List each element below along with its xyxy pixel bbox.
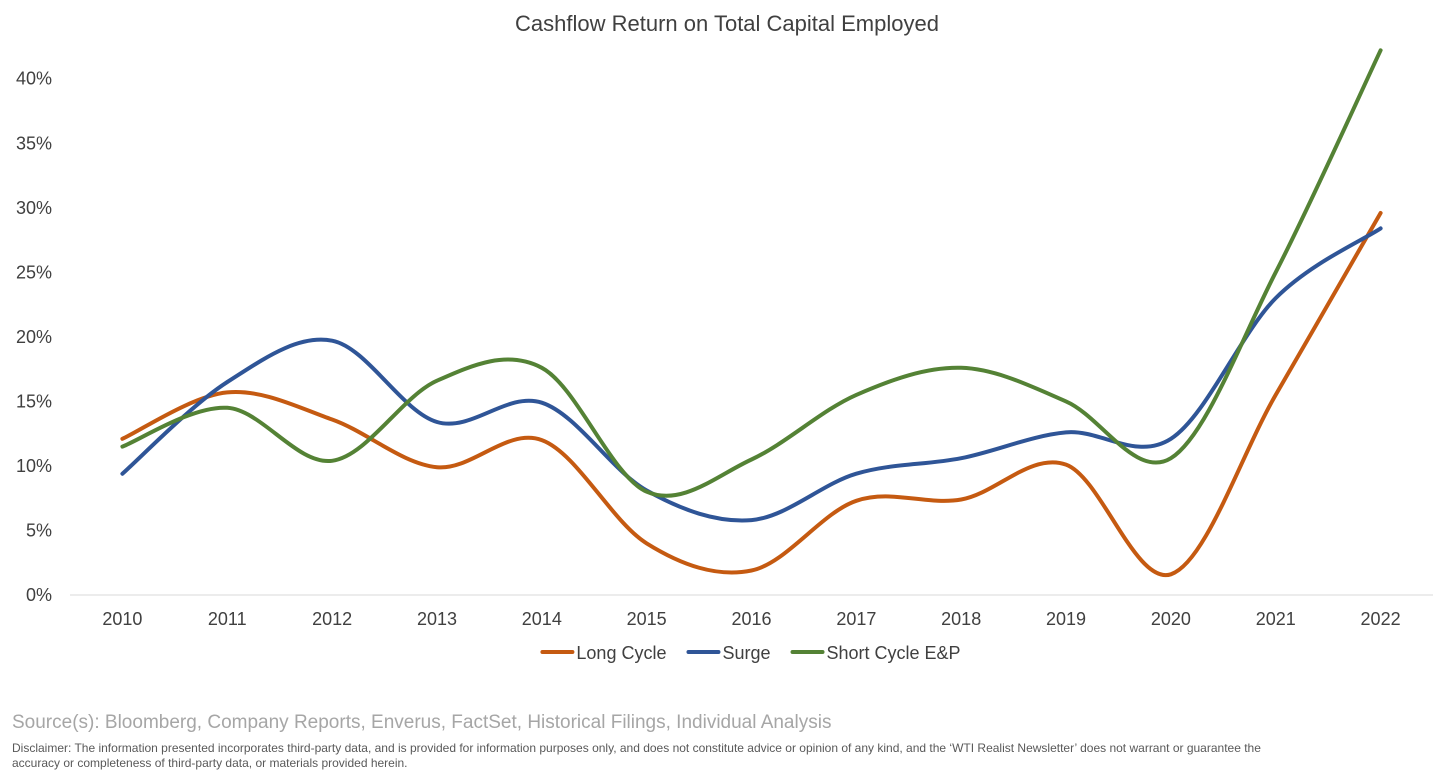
legend-label-surge: Surge [722,643,770,663]
series-line-short-cycle-e-p [120,48,1383,498]
line-chart: Cashflow Return on Total Capital Employe… [16,11,1433,663]
y-tick-label: 30% [16,198,52,218]
y-tick-label: 35% [16,133,52,153]
source-note: Source(s): Bloomberg, Company Reports, E… [12,712,832,733]
x-tick-label: 2016 [731,609,771,629]
x-axis: 2010 2011 2012 2013 2014 2015 2016 2017 2018 2019… [102,609,1400,629]
x-tick-label: 2012 [312,609,352,629]
y-tick-label: 25% [16,262,52,282]
y-tick-label: 20% [16,327,52,347]
x-tick-label: 2015 [627,609,667,629]
x-tick-label: 2013 [417,609,457,629]
x-tick-label: 2019 [1046,609,1086,629]
x-tick-label: 2017 [836,609,876,629]
x-tick-label: 2021 [1256,609,1296,629]
y-tick-label: 40% [16,69,52,89]
y-axis: 0% 5% 10% 15% 20% 25% 30% 35% 40% [16,69,52,605]
legend-label-long-cycle: Long Cycle [576,643,666,663]
series-line-long-cycle [120,211,1383,578]
x-tick-label: 2014 [522,609,562,629]
series-line-surge [120,226,1383,523]
x-tick-label: 2010 [102,609,142,629]
y-tick-label: 10% [16,456,52,476]
disclaimer-note: Disclaimer: The information presented in… [12,741,1261,770]
y-tick-label: 15% [16,391,52,411]
y-tick-label: 5% [26,520,52,540]
legend: Long Cycle Surge Short Cycle E&P [540,643,961,663]
x-tick-label: 2018 [941,609,981,629]
series-lines [120,48,1383,578]
chart-title: Cashflow Return on Total Capital Employe… [515,11,939,36]
x-tick-label: 2022 [1361,609,1401,629]
x-tick-label: 2011 [208,609,247,629]
y-tick-label: 0% [26,585,52,605]
x-tick-label: 2020 [1151,609,1191,629]
legend-label-short-cycle-e-p: Short Cycle E&P [827,643,961,663]
